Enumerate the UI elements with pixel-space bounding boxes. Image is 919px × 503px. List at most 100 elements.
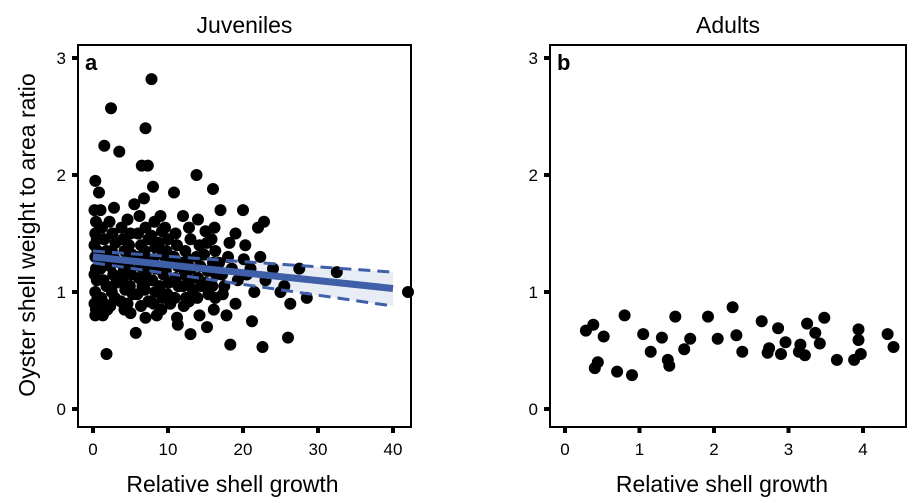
data-point (138, 192, 150, 205)
y-tick-label: 0 (57, 400, 66, 419)
data-point (145, 73, 158, 86)
data-point (207, 303, 220, 316)
data-point (775, 348, 787, 360)
data-point (801, 317, 814, 330)
data-point (611, 365, 624, 378)
data-point (124, 307, 137, 320)
data-point (224, 338, 237, 351)
x-tick-label: 4 (858, 440, 867, 459)
panel-title: Juveniles (197, 12, 293, 38)
data-point (229, 297, 242, 310)
x-tick-label: 0 (88, 440, 97, 459)
chart-panel-b: Adults b Relative shell growth 0 1 2 3 0 1 2 3 4 (529, 12, 907, 497)
data-point (123, 239, 135, 252)
y-tick-label: 1 (529, 283, 538, 302)
data-point (103, 215, 116, 228)
data-point (223, 236, 236, 249)
data-point (772, 322, 785, 335)
data-point (730, 329, 743, 342)
data-point (258, 215, 270, 228)
data-point (282, 331, 294, 344)
data-point (626, 369, 638, 382)
data-point (755, 315, 768, 328)
data-point (100, 348, 113, 360)
x-tick-label: 20 (234, 440, 253, 459)
data-point (141, 159, 154, 172)
data-point (139, 221, 152, 234)
data-point (220, 309, 233, 322)
data-point (267, 262, 279, 275)
data-point (191, 291, 204, 304)
data-point (184, 328, 197, 341)
data-point (192, 213, 204, 226)
data-point (239, 239, 252, 252)
x-axis-label: Relative shell growth (126, 471, 338, 497)
data-point (177, 210, 189, 222)
x-tick-label: 30 (309, 440, 328, 459)
y-tick-label: 3 (57, 49, 66, 68)
data-point (208, 221, 221, 234)
data-point (94, 204, 107, 217)
data-point (618, 309, 631, 322)
x-tick-label: 1 (635, 440, 644, 459)
data-point (726, 301, 739, 314)
data-point (155, 303, 168, 316)
data-point (637, 328, 650, 341)
plot-frame (549, 44, 907, 428)
confidence-band-lower (92, 261, 394, 308)
panel-title: Adults (696, 12, 760, 38)
panel-label: a (85, 50, 98, 75)
data-point (763, 342, 776, 355)
data-point (184, 233, 197, 246)
data-point (171, 318, 184, 331)
data-point (214, 204, 227, 217)
data-point (168, 291, 181, 304)
data-point (248, 286, 261, 298)
data-point (93, 186, 105, 199)
fit-line (92, 253, 394, 292)
shared-y-axis-label: Oyster shell weight to area ratio (14, 73, 40, 396)
data-point (736, 345, 749, 358)
data-point (145, 229, 158, 242)
x-tick-label: 2 (709, 440, 718, 459)
data-point (246, 315, 258, 328)
data-point (209, 245, 222, 257)
data-point (402, 286, 414, 298)
x-axis-label: Relative shell growth (616, 471, 828, 497)
data-point (121, 213, 134, 226)
data-point (169, 227, 182, 240)
data-point (205, 233, 218, 246)
data-point (881, 328, 894, 341)
data-point (813, 337, 826, 350)
data-point (229, 227, 242, 240)
y-tick-label: 0 (529, 400, 538, 419)
data-point (108, 201, 120, 214)
y-tick-label: 1 (57, 283, 66, 302)
data-point (678, 343, 691, 356)
panel-label: b (557, 50, 570, 75)
data-point (644, 345, 657, 358)
data-point (818, 311, 831, 324)
data-point (96, 309, 109, 322)
data-point (133, 210, 146, 222)
data-point (153, 236, 165, 249)
data-point (237, 204, 249, 217)
data-point (121, 297, 134, 310)
data-point (140, 264, 153, 277)
data-point (663, 359, 676, 372)
data-point (887, 341, 900, 353)
data-point (128, 198, 141, 211)
x-tick-label: 3 (784, 440, 793, 459)
data-point (113, 145, 126, 158)
x-tick-label: 10 (159, 440, 178, 459)
data-point (168, 186, 180, 199)
data-point (154, 210, 167, 222)
data-point (183, 221, 195, 234)
data-point (798, 349, 811, 362)
data-point (153, 280, 166, 293)
x-tick-label: 0 (560, 440, 569, 459)
data-point (711, 332, 724, 345)
data-point (104, 300, 117, 312)
